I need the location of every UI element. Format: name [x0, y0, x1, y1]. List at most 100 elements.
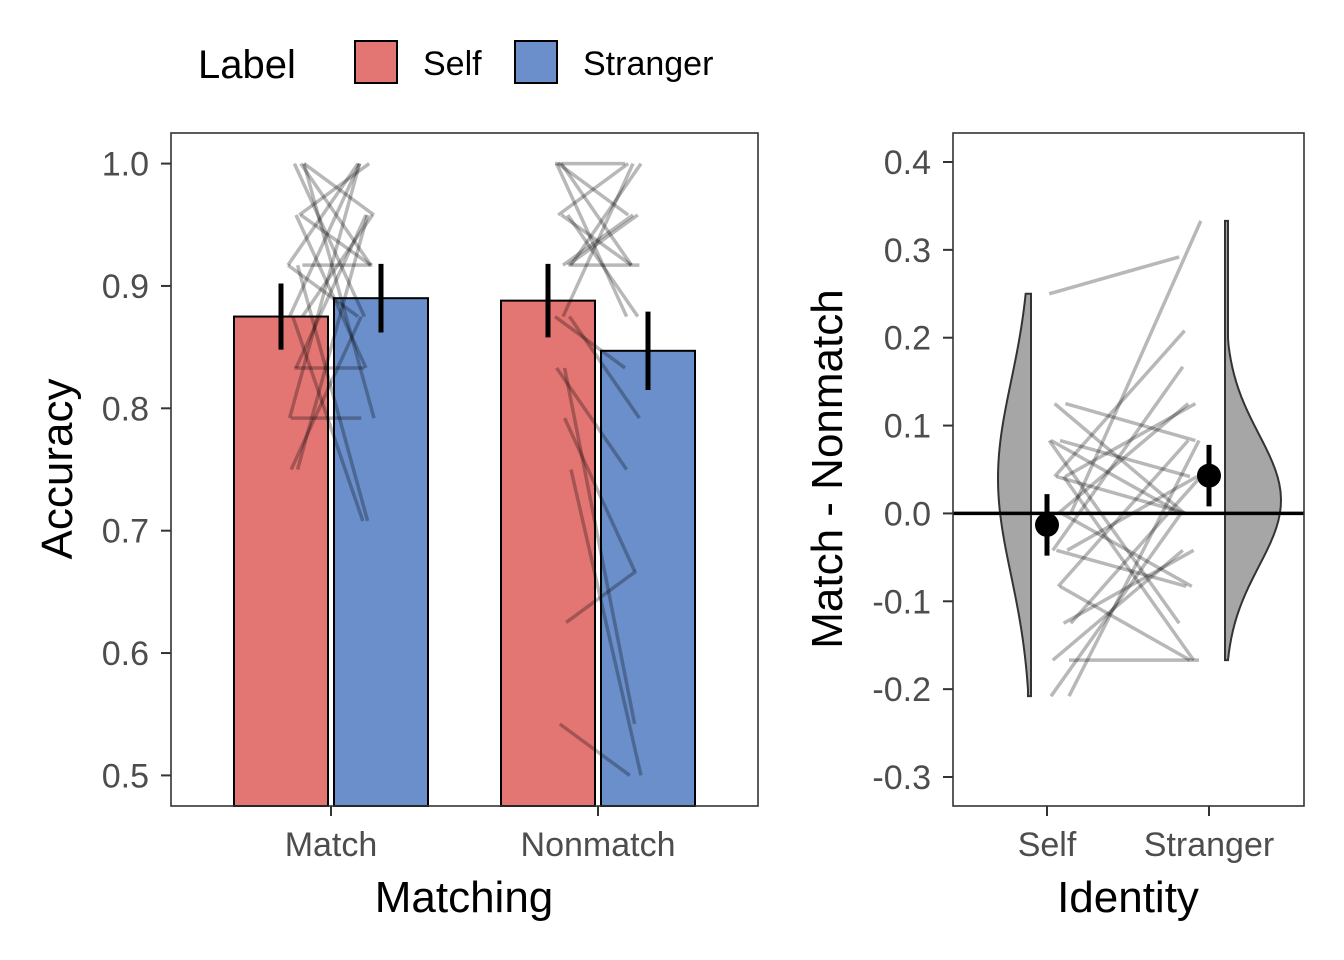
individual-difference-line	[1050, 438, 1182, 515]
individual-line-match	[286, 162, 360, 267]
individual-difference-line	[1064, 401, 1196, 443]
bar-self-match	[233, 315, 329, 807]
individual-line-nonmatch	[561, 213, 635, 267]
y-tick-label: 0.8	[102, 390, 149, 428]
individual-line-nonmatch	[559, 162, 633, 267]
individual-line-nonmatch	[562, 367, 637, 725]
individual-difference-line	[1067, 439, 1201, 697]
y-tick-label: 0.6	[102, 635, 149, 673]
individual-line-match	[302, 162, 376, 217]
y-tick-label: 0.0	[884, 495, 931, 533]
x-tick-label: Stranger	[1144, 826, 1274, 864]
accuracy-x-axis-title: Matching	[375, 873, 554, 922]
difference-distributions	[997, 219, 1282, 698]
individual-difference-line	[1055, 548, 1187, 589]
bar-stranger-nonmatch	[600, 349, 696, 807]
y-tick-label: -0.3	[872, 759, 931, 797]
individual-line-nonmatch	[561, 162, 635, 318]
individual-line-nonmatch	[567, 315, 641, 420]
distribution-stranger	[1224, 219, 1282, 662]
individual-line-match	[299, 162, 373, 267]
individual-line-match	[294, 214, 368, 369]
individual-difference-line	[1049, 512, 1183, 698]
individual-difference-line	[1051, 365, 1185, 552]
difference-panel: -0.3 -0.2 -0.1 0.0 0.1 0.2 0.3 0.4 Self Stranger…	[803, 132, 1305, 922]
y-tick-label: 0.9	[102, 268, 149, 306]
legend-label-self: Self	[423, 45, 482, 83]
individual-line-nonmatch	[555, 366, 629, 471]
individual-line-match	[299, 213, 372, 267]
difference-x-axis: Self Stranger	[1018, 806, 1274, 864]
individual-line-nonmatch	[566, 213, 640, 318]
individual-line-nonmatch	[560, 213, 633, 267]
individual-difference-line	[1062, 475, 1196, 662]
difference-mean-points	[1035, 444, 1221, 556]
accuracy-panel-border	[170, 132, 759, 807]
accuracy-y-axis-title: Accuracy	[33, 379, 82, 560]
individual-line-nonmatch	[558, 722, 631, 777]
accuracy-y-axis: 0.5 0.6 0.7 0.8 0.9 1.0	[102, 146, 171, 795]
individual-difference-line	[1047, 439, 1181, 625]
individual-line-match	[295, 214, 370, 470]
distribution-self	[997, 292, 1032, 698]
individual-difference-line	[1053, 329, 1186, 478]
individual-difference-line	[1060, 511, 1193, 588]
y-tick-label: 0.7	[102, 513, 149, 551]
individual-difference-line	[1048, 255, 1180, 296]
y-tick-label: -0.1	[872, 583, 931, 621]
legend-label-stranger: Stranger	[583, 45, 713, 83]
individual-line-match	[286, 263, 360, 318]
individual-line-match	[292, 162, 366, 318]
individual-line-match	[298, 162, 371, 217]
individual-line-match	[295, 264, 370, 522]
mean-point-stranger	[1197, 463, 1221, 488]
individual-line-nonmatch	[566, 213, 639, 267]
difference-y-axis-title: Match - Nonmatch	[803, 289, 852, 648]
difference-individual-lines	[1047, 220, 1203, 698]
accuracy-panel: 0.5 0.6 0.7 0.8 0.9 1.0 Match Nonmatch Matchin…	[33, 132, 759, 922]
individual-line-nonmatch	[553, 315, 627, 370]
legend-title: Label	[198, 43, 296, 87]
individual-difference-line	[1069, 220, 1203, 515]
x-tick-label: Nonmatch	[521, 826, 676, 864]
individual-line-match	[289, 315, 363, 471]
y-tick-label: 1.0	[102, 146, 149, 184]
individual-line-match	[291, 315, 365, 522]
individual-line-match	[294, 214, 368, 369]
individual-difference-line	[1055, 474, 1187, 516]
individual-line-match	[302, 163, 376, 419]
individual-line-match	[288, 162, 362, 318]
individual-difference-line	[1062, 548, 1195, 625]
individual-line-nonmatch	[557, 162, 630, 217]
x-tick-label: Match	[285, 826, 378, 864]
individual-difference-line	[1051, 548, 1184, 662]
individual-difference-line	[1053, 402, 1186, 515]
y-tick-label: 0.5	[102, 757, 149, 795]
difference-x-axis-title: Identity	[1057, 873, 1199, 922]
legend: Label Self Stranger	[198, 40, 713, 87]
individual-line-nonmatch	[569, 469, 643, 776]
individual-difference-line	[1069, 475, 1203, 625]
legend-swatch-self	[354, 40, 398, 84]
y-tick-label: -0.2	[872, 671, 931, 709]
difference-y-axis: -0.3 -0.2 -0.1 0.0 0.1 0.2 0.3 0.4	[872, 144, 953, 797]
individual-line-nonmatch	[569, 162, 643, 267]
individual-line-nonmatch	[563, 417, 637, 572]
y-tick-label: 0.3	[884, 232, 931, 270]
individual-line-nonmatch	[555, 162, 629, 318]
accuracy-individual-lines	[286, 161, 643, 777]
mean-point-self	[1035, 512, 1059, 537]
accuracy-x-axis: Match Nonmatch	[285, 806, 676, 864]
accuracy-error-bars	[278, 263, 651, 390]
difference-panel-border	[952, 132, 1305, 807]
individual-line-nonmatch	[557, 162, 630, 217]
individual-line-match	[300, 213, 374, 318]
individual-difference-line	[1059, 584, 1191, 662]
y-tick-label: 0.2	[884, 320, 931, 358]
individual-line-match	[287, 163, 362, 419]
individual-difference-line	[1057, 402, 1190, 515]
y-tick-label: 0.1	[884, 408, 931, 446]
individual-difference-line	[1059, 438, 1191, 479]
individual-line-nonmatch	[565, 569, 638, 624]
